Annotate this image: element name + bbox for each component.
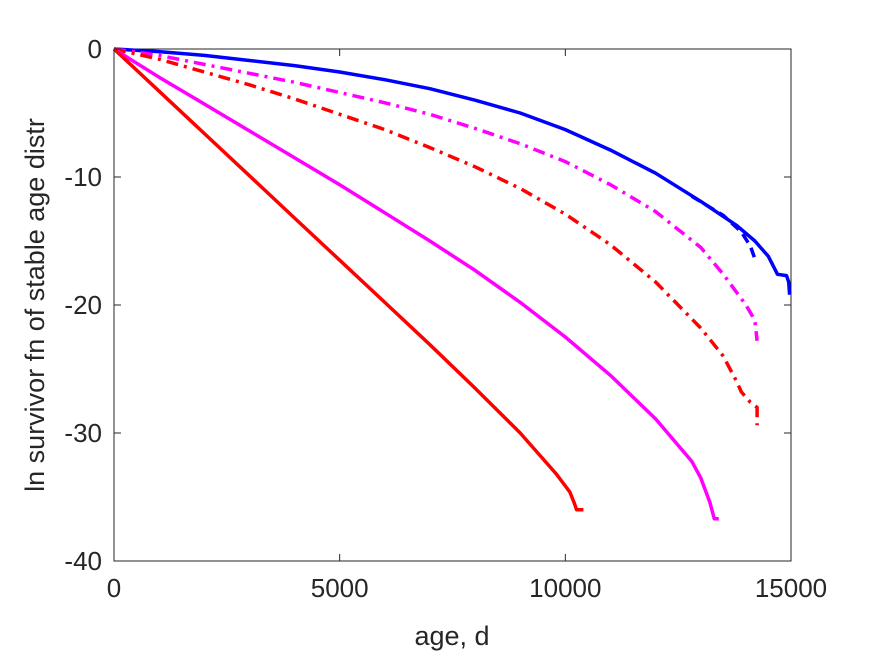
x-tick-label-3: 15000 <box>755 573 827 603</box>
x-tick-label-2: 10000 <box>529 573 601 603</box>
x-tick-label-1: 5000 <box>311 573 369 603</box>
series-line-0 <box>113 47 792 295</box>
y-tick-label-4: -40 <box>64 546 102 576</box>
y-tick-label-2: -20 <box>64 290 102 320</box>
series-layer <box>112 47 792 521</box>
series-line-5 <box>112 47 584 512</box>
x-axis-label: age, d <box>414 621 489 651</box>
series-line-2 <box>113 47 759 341</box>
y-tick-label-1: -10 <box>64 162 102 192</box>
y-tick-label-0: 0 <box>88 34 102 64</box>
y-axis-label: ln survivor fn of stable age distr <box>20 118 50 492</box>
x-tick-label-0: 0 <box>107 573 121 603</box>
series-line-4 <box>113 47 719 521</box>
series-line-3 <box>113 47 759 426</box>
ticks-layer: 0 5000 10000 15000 0 -10 -20 -30 -40 <box>64 34 827 603</box>
plot-area <box>113 48 792 562</box>
y-tick-label-3: -30 <box>64 418 102 448</box>
series-line-1 <box>690 194 759 263</box>
